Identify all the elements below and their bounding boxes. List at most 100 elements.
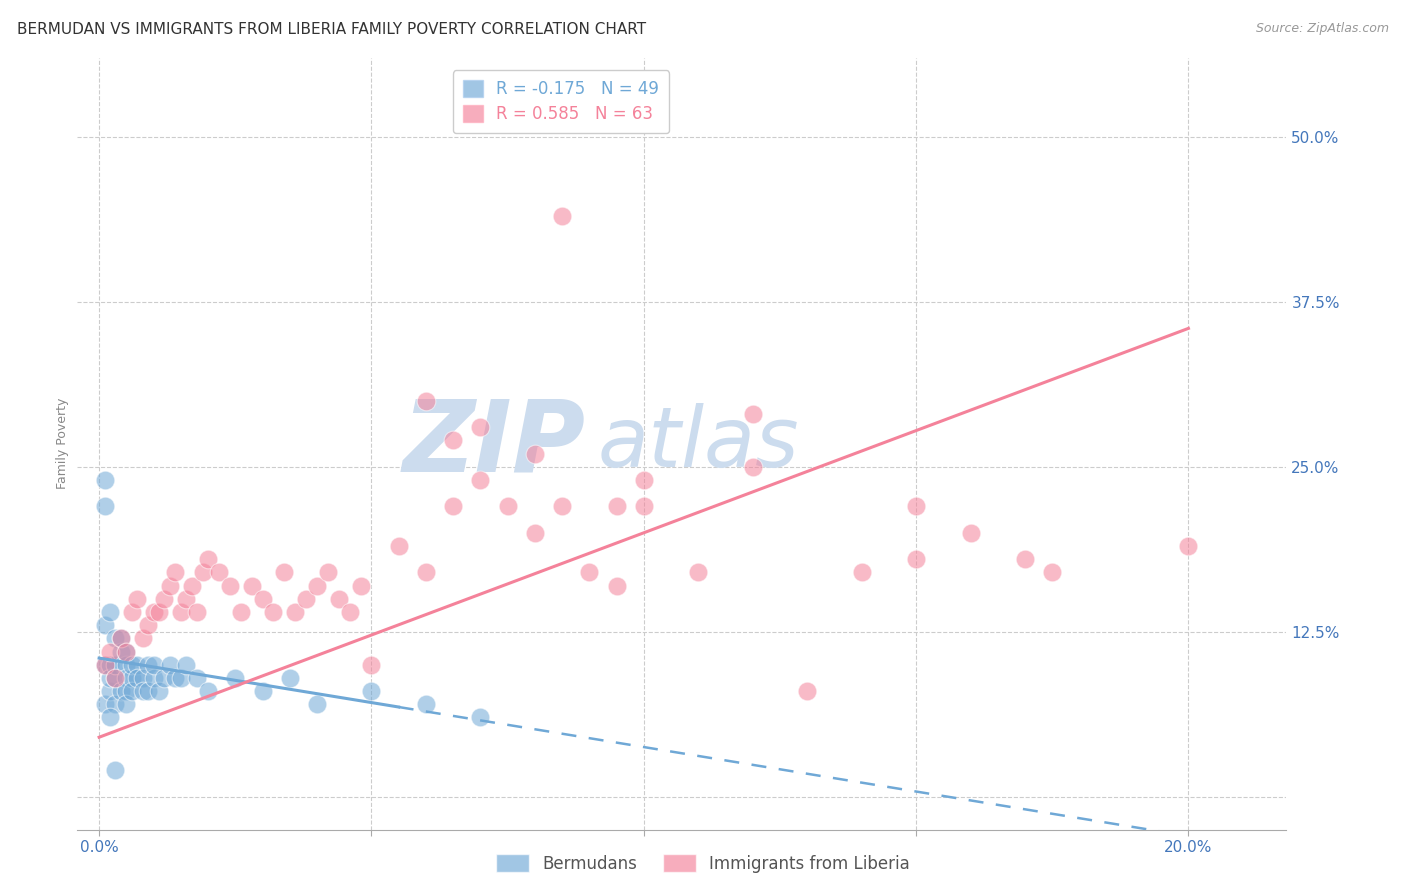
Point <box>110 644 132 658</box>
Point <box>104 657 127 672</box>
Point <box>104 698 127 712</box>
Point <box>98 710 121 724</box>
Point <box>959 525 981 540</box>
Legend: Bermudans, Immigrants from Liberia: Bermudans, Immigrants from Liberia <box>489 847 917 880</box>
Point <box>349 578 371 592</box>
Point <box>170 671 193 685</box>
Point <box>153 671 176 685</box>
Point <box>273 566 295 580</box>
Point <box>127 671 149 685</box>
Point <box>252 591 274 606</box>
Point <box>905 500 928 514</box>
Point <box>93 657 115 672</box>
Point <box>186 671 208 685</box>
Point <box>115 657 138 672</box>
Point <box>115 644 138 658</box>
Point <box>115 684 138 698</box>
Point <box>121 671 143 685</box>
Point <box>110 632 132 646</box>
Point <box>523 525 546 540</box>
Point <box>741 407 763 421</box>
Point <box>110 684 132 698</box>
Point <box>1040 566 1063 580</box>
Point <box>98 644 121 658</box>
Point <box>470 420 492 434</box>
Point <box>328 591 350 606</box>
Point <box>93 473 115 487</box>
Point <box>165 671 187 685</box>
Point <box>93 657 115 672</box>
Point <box>142 605 165 619</box>
Point <box>606 578 628 592</box>
Point <box>98 684 121 698</box>
Point <box>159 578 181 592</box>
Point <box>127 657 149 672</box>
Point <box>153 591 176 606</box>
Point <box>191 566 214 580</box>
Point <box>606 500 628 514</box>
Point <box>142 671 165 685</box>
Point <box>121 684 143 698</box>
Y-axis label: Family Poverty: Family Poverty <box>56 398 69 490</box>
Point <box>360 684 382 698</box>
Point <box>240 578 263 592</box>
Point <box>115 698 138 712</box>
Text: Source: ZipAtlas.com: Source: ZipAtlas.com <box>1256 22 1389 36</box>
Point <box>208 566 231 580</box>
Point <box>688 566 710 580</box>
Point <box>278 671 301 685</box>
Point <box>415 698 437 712</box>
Point <box>523 447 546 461</box>
Text: atlas: atlas <box>598 403 799 484</box>
Point <box>127 591 149 606</box>
Point <box>115 671 138 685</box>
Point <box>252 684 274 698</box>
Point <box>93 618 115 632</box>
Point <box>741 459 763 474</box>
Point <box>104 671 127 685</box>
Point <box>316 566 339 580</box>
Point <box>197 552 219 566</box>
Point <box>295 591 318 606</box>
Point <box>93 698 115 712</box>
Point <box>578 566 600 580</box>
Point <box>98 657 121 672</box>
Point <box>180 578 202 592</box>
Point <box>174 591 197 606</box>
Point <box>218 578 240 592</box>
Point <box>470 710 492 724</box>
Point <box>136 618 159 632</box>
Point <box>633 500 655 514</box>
Point <box>470 473 492 487</box>
Point <box>110 632 132 646</box>
Point <box>388 539 411 553</box>
Point <box>360 657 382 672</box>
Point <box>262 605 284 619</box>
Point <box>186 605 208 619</box>
Point <box>197 684 219 698</box>
Point <box>633 473 655 487</box>
Point <box>104 763 127 777</box>
Point <box>104 632 127 646</box>
Point <box>1177 539 1199 553</box>
Point <box>148 605 170 619</box>
Point <box>339 605 361 619</box>
Point <box>131 632 153 646</box>
Point <box>148 684 170 698</box>
Point <box>796 684 818 698</box>
Point <box>496 500 519 514</box>
Point <box>131 671 153 685</box>
Point <box>131 684 153 698</box>
Point <box>174 657 197 672</box>
Point <box>851 566 873 580</box>
Point <box>305 698 328 712</box>
Point <box>305 578 328 592</box>
Point <box>121 605 143 619</box>
Point <box>159 657 181 672</box>
Point <box>551 209 574 223</box>
Point <box>905 552 928 566</box>
Point <box>229 605 252 619</box>
Point <box>98 671 121 685</box>
Point <box>224 671 246 685</box>
Point <box>136 657 159 672</box>
